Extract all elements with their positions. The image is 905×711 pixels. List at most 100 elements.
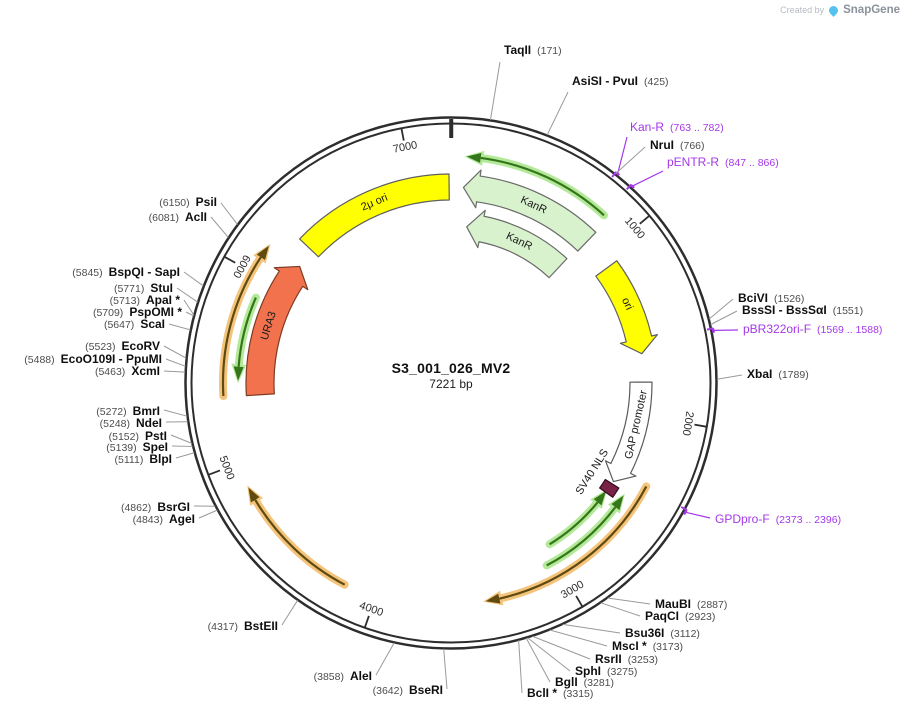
enzyme-label-bmri[interactable]: (5272) BmrI <box>96 404 160 418</box>
enzyme-label-sphi[interactable]: SphI (3275) <box>575 664 637 678</box>
enzyme-leader-bsu36i <box>562 623 621 634</box>
feature-gene-arrow-orange-left-upper-head <box>256 245 269 260</box>
enzyme-label-bspqi-sapi[interactable]: (5845) BspQI - SapI <box>72 265 180 279</box>
primer-label-kan-r[interactable]: Kan-R (763 .. 782) <box>630 120 724 134</box>
enzyme-leader-maubi <box>607 597 651 605</box>
feature-kanr-gene-arrow-head <box>466 152 482 163</box>
tick-6000 <box>224 256 236 264</box>
enzyme-leader-ecoo109i-ppumi <box>165 358 186 367</box>
enzyme-label-apai[interactable]: (5713) ApaI * <box>110 293 181 307</box>
enzyme-label-blpi[interactable]: (5111) BlpI <box>115 452 172 466</box>
enzyme-label-ndei[interactable]: (5248) NdeI <box>100 416 162 430</box>
primer-label-pbr322ori-f[interactable]: pBR322ori-F (1569 .. 1588) <box>743 322 882 336</box>
enzyme-leader-agei <box>198 509 218 519</box>
feature-2u-ori[interactable] <box>299 173 450 258</box>
feature-ori-label[interactable]: ori <box>619 296 635 312</box>
enzyme-leader-acli <box>210 216 229 238</box>
enzyme-label-bcivi[interactable]: BciVI (1526) <box>738 291 804 305</box>
feature-gene-arrow-orange-left-lower-line[interactable] <box>254 499 346 586</box>
tick-5000 <box>208 469 221 476</box>
feature-sv40-nls[interactable] <box>599 478 620 498</box>
tick-7000 <box>400 128 405 141</box>
enzyme-label-psii[interactable]: (6150) PsiI <box>159 195 217 209</box>
enzyme-label-agei[interactable]: (4843) AgeI <box>133 512 195 526</box>
feature-kanr-outer[interactable] <box>462 169 597 252</box>
enzyme-label-bsrgi[interactable]: (4862) BsrGI <box>121 500 190 514</box>
enzyme-leader-blpi <box>175 452 195 459</box>
enzyme-leader-bseri <box>443 648 448 690</box>
enzyme-label-paqci[interactable]: PaqCI (2923) <box>645 609 715 623</box>
enzyme-leader-psti <box>170 434 193 444</box>
enzyme-label-xbai[interactable]: XbaI (1789) <box>747 367 809 381</box>
tick-3000 <box>575 595 583 607</box>
enzyme-leader-xbai <box>716 374 743 380</box>
feature-ura3[interactable] <box>245 265 309 397</box>
tick-4000 <box>364 615 370 628</box>
watermark-brand: SnapGene <box>843 4 900 16</box>
primer-leader-pentr-r <box>632 170 664 187</box>
feature-kanr-inner[interactable] <box>466 209 568 279</box>
enzyme-leader-psii <box>220 202 238 225</box>
primer-marker-kan-r-tick <box>611 171 617 178</box>
enzyme-label-bsteii[interactable]: (4317) BstEII <box>208 619 278 633</box>
primer-marker-pbr322ori-f-tick <box>706 327 714 331</box>
feature-gene-arrow-green-right-outer-head <box>611 495 624 511</box>
enzyme-label-asisi-pvui[interactable]: AsiSI - PvuI (425) <box>572 74 669 88</box>
enzyme-leader-msci <box>549 629 608 647</box>
enzyme-leader-apai <box>183 299 195 316</box>
feature-gene-arrow-orange-left-upper-line[interactable] <box>221 256 262 397</box>
tick-label-3000: 3000 <box>559 579 586 602</box>
enzyme-label-ecoo109i-ppumi[interactable]: (5488) EcoO109I - PpuMI <box>24 352 162 366</box>
enzyme-label-taqii[interactable]: TaqII (171) <box>504 43 562 57</box>
snapgene-logo-icon <box>827 3 840 17</box>
feature-gene-arrow-green-left-head <box>233 366 244 381</box>
tick-label-4000: 4000 <box>358 600 385 619</box>
enzyme-leader-bmri <box>163 409 188 417</box>
feature-gene-arrow-green-right-inner-head <box>593 491 607 506</box>
enzyme-label-msci[interactable]: MscI * (3173) <box>612 639 683 653</box>
plasmid-title-block: S3_001_026_MV2 7221 bp <box>392 360 511 391</box>
backbone-outer-ring <box>184 116 718 650</box>
enzyme-label-ecorv[interactable]: (5523) EcoRV <box>85 339 160 353</box>
watermark-created-by: Created by <box>780 5 825 15</box>
enzyme-label-alei[interactable]: (3858) AleI <box>314 669 372 683</box>
enzyme-label-bgli[interactable]: BglI (3281) <box>555 675 614 689</box>
enzyme-label-psti[interactable]: (5152) PstI <box>109 429 167 443</box>
enzyme-leader-bsssi-bsss-i <box>710 310 738 326</box>
enzyme-leader-bspqi-sapi <box>183 271 204 287</box>
enzyme-label-bsssi-bsss-i[interactable]: BssSI - BssSαI (1551) <box>742 303 863 317</box>
enzyme-label-bsu36i[interactable]: Bsu36I (3112) <box>625 626 700 640</box>
plasmid-size: 7221 bp <box>429 377 473 391</box>
enzyme-leader-alei <box>375 642 395 676</box>
enzyme-label-scai[interactable]: (5647) ScaI <box>104 317 165 331</box>
enzyme-label-spei[interactable]: (5139) SpeI <box>106 440 168 454</box>
tick-1000 <box>639 215 650 225</box>
feature-ori[interactable] <box>595 260 659 355</box>
enzyme-label-stui[interactable]: (5771) StuI <box>114 281 173 295</box>
enzyme-label-xcmi[interactable]: (5463) XcmI <box>95 364 160 378</box>
enzyme-label-bseri[interactable]: (3642) BseRI <box>373 683 443 697</box>
feature-gene-arrow-green-right-inner-line[interactable] <box>548 501 599 546</box>
feature-gene-arrow-green-right-outer-line[interactable] <box>546 506 617 567</box>
feature-kanr-gene-arrow-line[interactable] <box>480 156 605 217</box>
enzyme-leader-nrui <box>615 146 646 175</box>
enzyme-label-bcli[interactable]: BclI * (3315) <box>527 686 593 700</box>
primer-marker-pentr-r-tick <box>626 183 632 191</box>
feature-gene-arrow-green-left-line[interactable] <box>237 297 257 367</box>
feature-gap-promoter[interactable] <box>604 381 653 483</box>
primer-label-pentr-r[interactable]: pENTR-R (847 .. 866) <box>667 155 779 169</box>
enzyme-label-rsrii[interactable]: RsrII (3253) <box>595 652 658 666</box>
enzyme-leader-bcivi <box>708 298 734 320</box>
tick-label-7000: 7000 <box>392 139 418 155</box>
watermark: Created by SnapGene <box>780 3 900 17</box>
enzyme-label-nrui[interactable]: NruI (766) <box>650 138 705 152</box>
enzyme-label-acli[interactable]: (6081) AclI <box>149 210 207 224</box>
enzyme-label-pspomi[interactable]: (5709) PspOMI * <box>93 305 182 319</box>
enzyme-label-maubi[interactable]: MauBI (2887) <box>655 597 727 611</box>
feature-gene-arrow-orange-right-line[interactable] <box>499 485 648 600</box>
feature-gene-arrow-orange-left-lower-head <box>248 487 260 503</box>
primer-label-gpdpro-f[interactable]: GPDpro-F (2373 .. 2396) <box>715 512 841 526</box>
